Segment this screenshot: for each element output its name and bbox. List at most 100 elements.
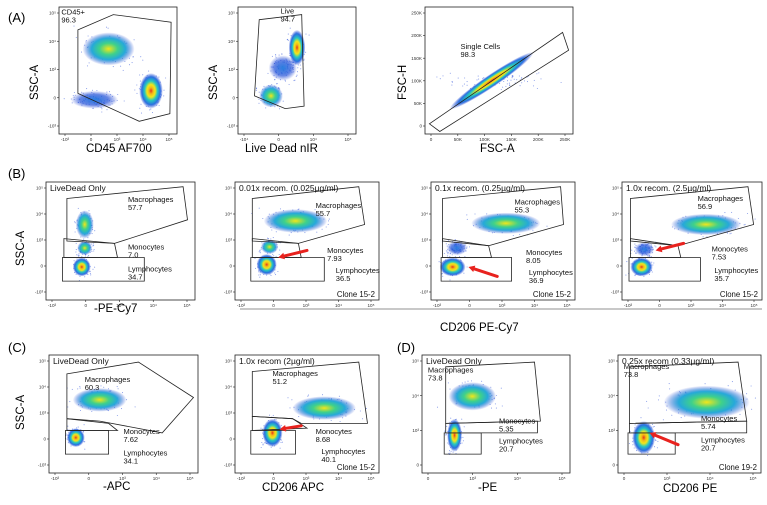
x-tick-label: 10³ (119, 476, 126, 481)
event-dot (73, 260, 75, 262)
gate-polygon[interactable] (66, 418, 119, 431)
y-tick-label: 10⁵ (225, 186, 232, 191)
x-tick-label: 0 (277, 137, 280, 142)
event-dot (278, 253, 280, 256)
y-tick-label: 200K (411, 33, 423, 38)
gate-polygon[interactable] (62, 257, 145, 282)
event-dot (136, 92, 138, 94)
event-dot (89, 270, 91, 272)
event-dot (443, 252, 445, 255)
event-dot (626, 261, 628, 263)
gate-polygon[interactable] (65, 430, 109, 455)
event-dot (74, 221, 76, 223)
gate-polygon[interactable] (628, 257, 701, 282)
x-tick-label: 100K (479, 137, 491, 142)
y-tick-label: 100K (411, 78, 423, 83)
plot-frame (234, 354, 380, 474)
event-dot (526, 81, 529, 83)
event-dot (462, 85, 464, 87)
event-dot (67, 425, 69, 427)
event-dot (77, 207, 79, 209)
gate-polygon[interactable] (254, 14, 305, 110)
event-dot (163, 95, 165, 97)
event-dot (634, 252, 637, 254)
gate-polygon[interactable] (66, 186, 188, 244)
event-dot (451, 84, 453, 86)
event-dot (149, 109, 151, 111)
event-dot (518, 75, 520, 77)
event-dot (521, 82, 523, 84)
event-dot (133, 39, 135, 41)
y-tick-label: 10³ (39, 411, 46, 416)
event-dot (75, 242, 77, 244)
event-dot (743, 224, 745, 226)
event-dot (86, 65, 89, 67)
gate-polygon[interactable] (251, 186, 366, 244)
density-cluster-2 (77, 241, 93, 256)
event-dot (139, 107, 141, 109)
event-dot (650, 255, 652, 258)
plot-title: 0.25x recom (0.33µg/ml) (622, 356, 714, 366)
event-dot (499, 82, 501, 85)
x-tick-label: 250K (560, 137, 572, 142)
event-dot (270, 238, 272, 240)
event-dot (78, 253, 80, 255)
gate-polygon[interactable] (77, 14, 172, 122)
x-tick-label: 10³ (469, 476, 476, 481)
event-dot (449, 255, 451, 257)
event-dot (519, 85, 521, 87)
event-dot (451, 254, 453, 256)
density-cluster-2 (446, 241, 468, 256)
gate-polygon[interactable] (443, 432, 482, 455)
x-tick-label: 10⁴ (335, 303, 342, 308)
gate-polygon[interactable] (250, 430, 296, 455)
gate-polygon[interactable] (428, 31, 570, 132)
y-tick-label: 10⁴ (421, 212, 428, 217)
gate-polygon[interactable] (445, 420, 538, 434)
event-dot (445, 243, 447, 245)
x-axis-label: Live Dead nIR (245, 143, 318, 155)
density-cluster-0 (292, 396, 356, 420)
event-dot (267, 238, 270, 240)
event-dot (77, 254, 79, 256)
gate-percent: 8.68 (316, 435, 331, 444)
event-dot (625, 274, 627, 276)
gate-name: Macrophages (272, 369, 318, 378)
red-arrow-icon (280, 248, 309, 259)
event-dot (449, 279, 451, 281)
event-dot (260, 446, 262, 449)
event-dot (296, 74, 298, 76)
gate-polygon[interactable] (629, 420, 748, 434)
gate-polygon[interactable] (445, 361, 541, 424)
event-dot (500, 387, 502, 389)
panel-label-a: (A) (8, 10, 25, 25)
gate-polygon[interactable] (250, 257, 325, 282)
event-dot (287, 39, 289, 41)
gate-polygon[interactable] (630, 186, 755, 247)
gate-polygon[interactable] (627, 432, 676, 455)
event-dot (454, 239, 456, 241)
event-dot (631, 257, 633, 259)
clone-label: Clone 15-2 (720, 290, 758, 299)
gate-polygon[interactable] (442, 186, 564, 247)
y-tick-label: 10⁵ (412, 359, 419, 364)
x-tick-label: 0 (87, 476, 90, 481)
event-dot (739, 413, 741, 415)
event-dot (754, 218, 756, 220)
x-tick-label: -10³ (624, 303, 633, 308)
y-tick-label: 10⁴ (608, 393, 615, 398)
plot-frame (424, 6, 574, 135)
event-dot (265, 107, 267, 109)
density-cluster-1 (66, 428, 85, 448)
x-tick-label: 0 (623, 476, 626, 481)
event-dot (65, 433, 67, 435)
event-dot (680, 417, 682, 419)
event-dot (258, 98, 260, 101)
event-dot (288, 83, 290, 86)
gate-polygon[interactable] (251, 415, 309, 431)
x-tick-label: 150K (506, 137, 518, 142)
event-dot (116, 386, 118, 388)
gate-polygon[interactable] (440, 257, 513, 282)
